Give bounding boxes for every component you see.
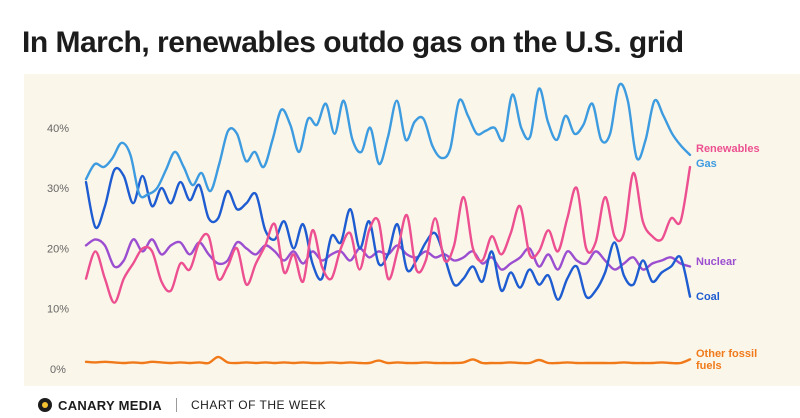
y-tick-label: 20%: [47, 243, 69, 255]
series-line-renewables: [84, 165, 692, 304]
footer-divider: [176, 398, 177, 412]
y-tick-label: 10%: [47, 304, 69, 316]
series-label-gas: Gas: [696, 158, 717, 170]
footer-section: CHART OF THE WEEK: [191, 398, 327, 412]
series-label-coal: Coal: [696, 291, 720, 303]
series-line-other-fossil-fuels: [84, 355, 692, 365]
series-label-other-fossil-fuels: fuels: [696, 360, 722, 372]
series-line-coal: [84, 166, 692, 301]
canary-sun-icon: [38, 398, 52, 412]
y-tick-label: 40%: [47, 123, 69, 135]
series-label-renewables: Renewables: [696, 143, 760, 155]
brand-name[interactable]: CANARY MEDIA: [58, 397, 162, 413]
series-label-nuclear: Nuclear: [696, 256, 737, 268]
y-tick-label: 0%: [50, 364, 66, 376]
series-label-other-fossil-fuels: Other fossil: [696, 348, 757, 360]
chart-title: In March, renewables outdo gas on the U.…: [22, 26, 684, 59]
footer: CANARY MEDIA CHART OF THE WEEK: [38, 395, 326, 415]
series-line-gas: [84, 82, 692, 199]
y-tick-label: 30%: [47, 183, 69, 195]
